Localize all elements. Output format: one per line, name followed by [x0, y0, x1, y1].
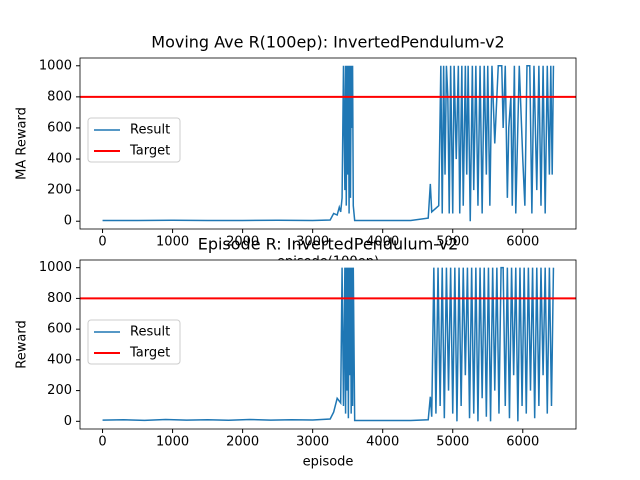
x-tick-label: 0	[98, 235, 106, 250]
x-tick-label: 0	[98, 435, 106, 450]
y-tick-label: 1000	[39, 58, 72, 73]
y-tick-label: 200	[47, 383, 72, 398]
axes-frame	[79, 57, 577, 230]
y-tick-label: 0	[64, 414, 72, 429]
chart-title: Moving Ave R(100ep): InvertedPendulum-v2	[151, 33, 504, 52]
chart-title: Episode R: InvertedPendulum-v2	[198, 235, 459, 254]
x-tick-label: 4000	[366, 235, 399, 250]
legend-label: Result	[130, 123, 170, 138]
x-tick-label: 3000	[296, 435, 329, 450]
legend-label: Result	[130, 325, 170, 340]
y-tick-label: 800	[47, 89, 72, 104]
x-tick-label: 5000	[436, 435, 469, 450]
x-axis-label: episode	[303, 455, 354, 470]
axes-frame	[79, 259, 577, 430]
x-tick-label: 2000	[226, 435, 259, 450]
data-line	[102, 65, 555, 222]
legend-label: Target	[129, 346, 170, 361]
y-tick-label: 0	[64, 214, 72, 229]
y-tick-label: 200	[47, 183, 72, 198]
y-tick-label: 400	[47, 152, 72, 167]
x-tick-label: 1000	[156, 435, 189, 450]
x-tick-label: 5000	[436, 235, 469, 250]
y-tick-label: 1000	[39, 260, 72, 275]
y-tick-label: 400	[47, 352, 72, 367]
legend-label: Target	[129, 144, 170, 159]
y-axis-label: MA Reward	[15, 107, 30, 180]
y-tick-label: 600	[47, 120, 72, 135]
data-line	[102, 266, 555, 422]
y-tick-label: 600	[47, 322, 72, 337]
y-tick-label: 800	[47, 291, 72, 306]
x-tick-label: 4000	[366, 435, 399, 450]
x-tick-label: 6000	[506, 235, 539, 250]
x-tick-label: 3000	[296, 235, 329, 250]
x-tick-label: 1000	[156, 235, 189, 250]
x-tick-label: 2000	[226, 235, 259, 250]
x-tick-label: 6000	[506, 435, 539, 450]
y-axis-label: Reward	[15, 320, 30, 368]
